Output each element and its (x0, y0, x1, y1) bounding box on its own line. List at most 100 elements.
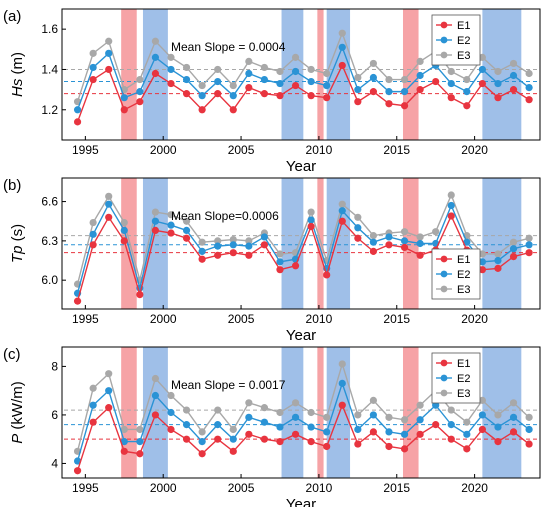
data-point-e1 (400, 445, 409, 453)
y-tick-label: 4 (51, 456, 58, 470)
data-point-e3 (89, 49, 97, 57)
data-point-e1 (291, 430, 300, 438)
data-point-e3 (136, 425, 144, 434)
data-point-e2 (369, 238, 378, 246)
data-point-e2 (463, 430, 471, 438)
panel-label: (c) (3, 346, 21, 363)
data-point-e2 (338, 43, 346, 51)
data-point-e2 (229, 435, 237, 443)
data-point-e1 (151, 69, 160, 78)
data-point-e3 (338, 360, 346, 368)
data-point-e1 (73, 118, 82, 126)
data-point-e3 (509, 59, 518, 68)
legend-label-e1: E1 (457, 254, 470, 266)
chart-panel-a: 1.2 1.4 1.6 1995 2000 2005 2010 2015 2020 Year Hs … (3, 8, 541, 175)
data-point-e1 (136, 290, 144, 299)
data-point-e3 (182, 217, 191, 225)
data-point-e3 (447, 191, 455, 199)
legend-label-e1: E1 (457, 358, 470, 370)
data-point-e3 (89, 384, 97, 392)
data-point-e3 (291, 53, 300, 61)
plot-frame (61, 177, 541, 310)
data-point-e2 (338, 207, 346, 215)
data-point-e1 (229, 106, 237, 114)
red-band (317, 9, 324, 140)
data-point-e1 (167, 425, 175, 434)
data-point-e2 (447, 79, 455, 88)
legend-label-e2: E2 (457, 35, 470, 47)
y-tick-label: 8 (51, 359, 58, 373)
data-point-e2 (525, 84, 533, 92)
data-point-e1 (323, 271, 331, 279)
data-point-e3 (369, 232, 378, 240)
data-point-e1 (400, 102, 409, 110)
data-point-e1 (198, 450, 206, 458)
data-point-e1 (369, 247, 378, 255)
data-point-e2 (167, 221, 175, 229)
data-point-e3 (323, 69, 331, 78)
data-point-e1 (525, 249, 533, 257)
y-tick-label: 6.6 (41, 195, 58, 209)
red-band (121, 347, 137, 478)
data-point-e2 (151, 217, 160, 225)
mean-slope-annotation: Mean Slope = 0.0017 (171, 378, 286, 392)
data-point-e2 (229, 92, 237, 100)
data-point-e1 (338, 217, 346, 225)
data-point-e2 (478, 258, 486, 266)
data-point-e1 (167, 229, 175, 237)
legend-marker-e1 (440, 21, 448, 29)
data-point-e2 (525, 425, 533, 434)
data-point-e2 (478, 411, 486, 419)
data-point-e1 (463, 102, 471, 110)
data-point-e2 (105, 387, 113, 395)
x-tick-label: 2020 (461, 312, 488, 326)
data-point-e3 (509, 399, 518, 407)
data-point-e1 (120, 237, 128, 245)
data-point-e1 (89, 75, 97, 84)
red-band (402, 347, 419, 478)
data-point-e1 (151, 411, 160, 419)
data-point-e1 (182, 90, 191, 98)
data-point-e3 (354, 73, 362, 82)
mean-slope-annotation: Mean Slope = 0.0004 (171, 40, 286, 54)
data-point-e1 (416, 86, 424, 94)
data-point-e1 (338, 401, 346, 409)
data-point-e1 (198, 106, 206, 114)
data-point-e1 (307, 92, 315, 100)
x-tick-label: 2005 (228, 143, 255, 157)
data-point-e2 (291, 413, 300, 421)
plot-frame (61, 8, 541, 141)
data-point-e2 (276, 79, 284, 88)
data-point-e1 (229, 249, 237, 257)
data-point-e1 (494, 264, 502, 272)
data-point-e2 (214, 77, 222, 86)
data-point-e1 (276, 266, 284, 274)
red-band (317, 347, 324, 478)
data-point-e3 (229, 425, 237, 434)
data-point-e3 (105, 370, 113, 378)
y-tick-label: 6.3 (41, 234, 58, 248)
x-tick-label: 2010 (306, 481, 333, 495)
data-point-e2 (385, 428, 393, 436)
data-point-e1 (385, 241, 393, 249)
data-point-e1 (167, 79, 175, 88)
data-point-e3 (525, 413, 533, 421)
y-axis-label-unit: (s) (9, 224, 26, 246)
data-point-e2 (323, 81, 331, 90)
data-point-e2 (509, 245, 518, 253)
data-point-e1 (214, 90, 222, 98)
data-point-e1 (73, 297, 82, 305)
legend-label-e2: E2 (457, 373, 470, 385)
data-point-e3 (307, 208, 315, 216)
data-point-e3 (214, 406, 222, 414)
data-point-e3 (338, 29, 346, 37)
legend-marker-e3 (440, 51, 448, 59)
data-point-e3 (120, 425, 128, 434)
data-point-e2 (198, 92, 206, 100)
legend-label-e3: E3 (457, 284, 470, 296)
data-point-e1 (323, 442, 331, 451)
data-point-e1 (447, 94, 455, 102)
data-point-e1 (416, 251, 424, 259)
data-point-e3 (229, 81, 237, 90)
data-point-e3 (198, 238, 206, 246)
